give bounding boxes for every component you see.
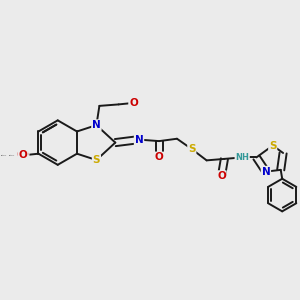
Text: NH: NH [235, 153, 249, 162]
Text: N: N [262, 167, 270, 177]
Text: methoxy: methoxy [1, 154, 7, 156]
Text: O: O [217, 171, 226, 181]
Text: O: O [155, 152, 164, 162]
Text: N: N [92, 120, 101, 130]
Text: O: O [18, 150, 27, 160]
Text: S: S [188, 144, 196, 154]
Text: N: N [135, 135, 143, 145]
Text: O: O [129, 98, 138, 108]
Text: methoxy: methoxy [9, 154, 15, 156]
Text: S: S [93, 155, 100, 165]
Text: O: O [17, 150, 26, 160]
Text: O: O [20, 150, 28, 160]
Text: S: S [269, 141, 277, 151]
